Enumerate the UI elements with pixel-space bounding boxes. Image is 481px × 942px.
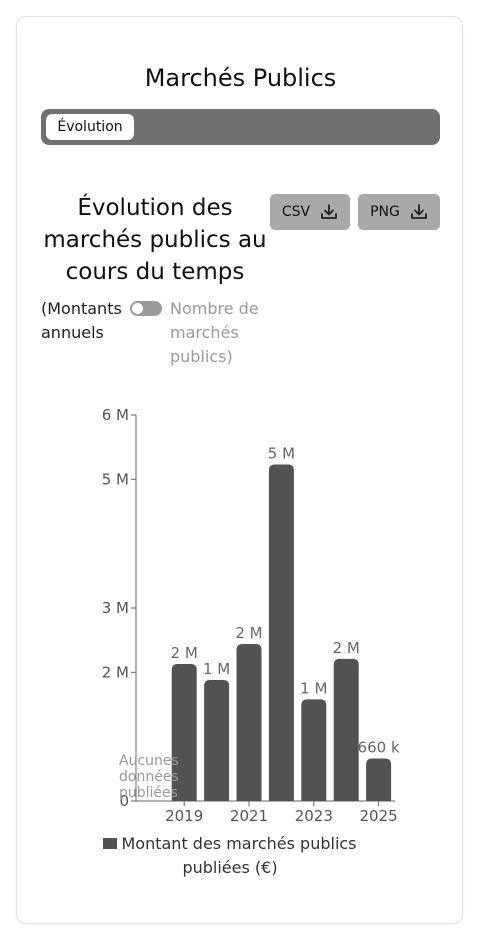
empty-data-note: données bbox=[119, 769, 179, 785]
bar bbox=[204, 680, 230, 801]
bar bbox=[268, 464, 294, 801]
tab-evolution[interactable]: Évolution bbox=[46, 114, 134, 140]
bar bbox=[366, 758, 392, 801]
bar bbox=[236, 644, 262, 801]
y-tick-label: 2 M bbox=[102, 663, 129, 681]
y-tick-label: 5 M bbox=[102, 470, 129, 488]
y-tick-label: 0 bbox=[119, 792, 129, 810]
legend-label: Montant des marchés publics publiées (€) bbox=[121, 834, 357, 877]
csv-download-button[interactable]: CSV bbox=[270, 194, 350, 230]
empty-data-note: Aucunes bbox=[119, 753, 179, 769]
chart-title: Évolution des marchés publics au cours d… bbox=[43, 195, 267, 285]
data-label: 1 M bbox=[203, 660, 230, 678]
download-icon bbox=[410, 203, 428, 221]
x-tick-label: 2021 bbox=[230, 807, 268, 825]
toggle-label-amounts: (Montants annuels bbox=[41, 299, 122, 342]
toggle-knob bbox=[132, 303, 143, 314]
bar bbox=[333, 658, 359, 801]
legend: Montant des marchés publics publiées (€) bbox=[100, 832, 360, 880]
x-tick-label: 2025 bbox=[360, 807, 398, 825]
amount-count-toggle[interactable] bbox=[130, 301, 162, 316]
y-tick-label: 3 M bbox=[102, 599, 129, 617]
x-tick-label: 2019 bbox=[165, 807, 203, 825]
legend-swatch bbox=[103, 838, 118, 849]
data-label: 1 M bbox=[300, 679, 327, 697]
tab-bar: Évolution bbox=[41, 109, 440, 145]
png-download-button[interactable]: PNG bbox=[358, 194, 440, 230]
data-label: 2 M bbox=[171, 644, 198, 662]
y-tick-label: 6 M bbox=[102, 406, 129, 424]
x-tick-label: 2023 bbox=[295, 807, 333, 825]
data-label: 5 M bbox=[268, 445, 295, 463]
data-label: 2 M bbox=[235, 624, 262, 642]
csv-button-label: CSV bbox=[281, 204, 311, 220]
bar bbox=[171, 663, 197, 801]
data-label: 2 M bbox=[333, 639, 360, 657]
data-label: 660 k bbox=[358, 739, 400, 757]
toggle-label-count: Nombre de marchés publics) bbox=[170, 299, 259, 366]
bar bbox=[301, 699, 327, 801]
png-button-label: PNG bbox=[370, 204, 400, 220]
empty-data-note: publiées bbox=[119, 785, 178, 801]
page-title: Marchés Publics bbox=[144, 64, 337, 92]
download-icon bbox=[320, 203, 338, 221]
